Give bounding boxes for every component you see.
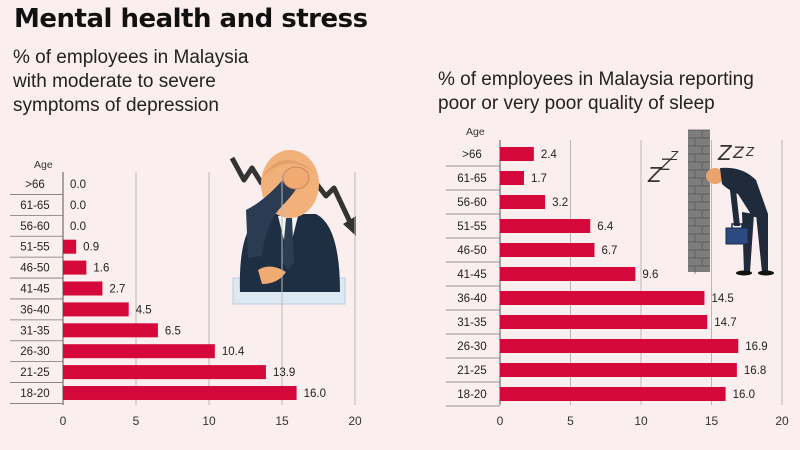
- depression-value-label: 2.7: [109, 284, 125, 296]
- sleep-bar: [500, 291, 705, 305]
- sleep-value-label: 14.7: [714, 317, 736, 329]
- sleep-bar: [500, 267, 636, 281]
- depression-value-label: 1.6: [93, 263, 109, 275]
- stressed-man-illustration: [229, 150, 356, 305]
- depression-x-tick-label: 0: [60, 414, 67, 428]
- sleep-value-label: 3.2: [552, 197, 568, 209]
- depression-bar: [63, 239, 77, 254]
- chart-title-sleep: % of employees in Malaysia reporting poo…: [438, 69, 754, 114]
- sleep-value-label: 16.8: [744, 365, 766, 377]
- sleep-category-label: 41-45: [457, 269, 486, 281]
- svg-text:Z: Z: [659, 155, 672, 174]
- sleep-value-label: 1.7: [531, 173, 547, 185]
- sleep-ylabel: Age: [466, 126, 485, 138]
- svg-text:Z: Z: [717, 141, 733, 165]
- depression-category-label: 61-65: [20, 200, 49, 212]
- depression-value-label: 0.0: [70, 200, 86, 212]
- sleep-x-tick-label: 20: [775, 414, 789, 428]
- depression-category-label: 36-40: [20, 304, 49, 316]
- sleep-x-tick-label: 0: [497, 414, 504, 428]
- depression-bar: [63, 260, 87, 275]
- sleep-bar: [500, 219, 591, 233]
- depression-x-tick-label: 10: [202, 414, 216, 428]
- sleep-bar: [500, 363, 737, 377]
- depression-value-label: 0.9: [83, 242, 99, 254]
- depression-bar: [63, 281, 103, 296]
- sleep-bar: [500, 315, 708, 329]
- chart-depression: 0 5 10 15 20 Age >66 0.0 61-65 0.0 56-60 0.0 51-55 0.…: [10, 159, 362, 428]
- depression-value-label: 0.0: [70, 179, 86, 191]
- svg-text:Z: Z: [732, 143, 745, 162]
- svg-text:Z: Z: [745, 145, 755, 159]
- sleep-category-label: 36-40: [457, 293, 486, 305]
- sleep-bar: [500, 339, 739, 353]
- depression-category-label: 41-45: [20, 284, 49, 296]
- sleep-value-label: 16.9: [745, 341, 767, 353]
- sleep-category-label: 21-25: [457, 365, 486, 377]
- depression-bar: [63, 386, 297, 400]
- sleep-bar: [500, 195, 546, 209]
- depression-value-label: 0.0: [70, 221, 86, 233]
- sleep-category-label: 61-65: [457, 173, 486, 185]
- depression-category-label: 51-55: [20, 242, 49, 254]
- page-title: Mental health and stress: [14, 4, 368, 34]
- sleep-category-label: 56-60: [457, 197, 486, 209]
- depression-bar: [63, 344, 215, 359]
- sleep-category-label: >66: [462, 149, 482, 161]
- sleep-x-tick-label: 5: [567, 414, 574, 428]
- sleep-x-tick-label: 15: [705, 414, 719, 428]
- sleep-x-tick-label: 10: [634, 414, 648, 428]
- depression-bar: [63, 323, 158, 338]
- depression-category-label: 46-50: [20, 263, 49, 275]
- sleep-bar: [500, 243, 595, 257]
- depression-ylabel: Age: [34, 159, 53, 171]
- depression-category-label: 21-25: [20, 367, 49, 379]
- sleep-category-label: 18-20: [457, 389, 486, 401]
- depression-x-tick-label: 5: [133, 414, 140, 428]
- depression-category-label: 26-30: [20, 346, 49, 358]
- sleep-category-label: 31-35: [457, 317, 486, 329]
- sleep-value-label: 14.5: [711, 293, 733, 305]
- depression-x-tick-label: 15: [275, 414, 289, 428]
- depression-category-label: 31-35: [20, 325, 49, 337]
- svg-text:Z: Z: [647, 163, 663, 187]
- chart-sleep: 0 5 10 15 20 Age >66 2.4 61-65 1.7 56-60 3.2 51-55 6.…: [446, 126, 789, 428]
- sleep-category-label: 51-55: [457, 221, 486, 233]
- sleep-value-label: 2.4: [541, 149, 558, 161]
- sleep-bar: [500, 387, 726, 401]
- depression-bar: [63, 365, 266, 380]
- sleep-value-label: 6.4: [597, 221, 614, 233]
- sleep-bar: [500, 171, 524, 185]
- sleep-category-label: 26-30: [457, 341, 486, 353]
- sleepy-man-illustration: Z Z Z Z Z Z: [647, 129, 774, 276]
- depression-category-label: 18-20: [20, 388, 49, 400]
- chart-title-depression: % of employees in Malaysia with moderate…: [13, 47, 249, 116]
- depression-value-label: 13.9: [273, 367, 295, 379]
- depression-category-label: 56-60: [20, 221, 49, 233]
- depression-value-label: 6.5: [165, 325, 181, 337]
- sleep-value-label: 16.0: [733, 389, 755, 401]
- sleep-bar: [500, 147, 534, 161]
- sleep-value-label: 6.7: [601, 245, 617, 257]
- depression-value-label: 16.0: [304, 388, 326, 400]
- depression-value-label: 10.4: [222, 346, 245, 358]
- sleep-value-label: 9.6: [642, 269, 658, 281]
- depression-x-tick-label: 20: [348, 414, 362, 428]
- depression-bar: [63, 302, 129, 317]
- svg-text:Z: Z: [669, 149, 679, 163]
- sleep-category-label: 46-50: [457, 245, 486, 257]
- depression-category-label: >66: [25, 179, 45, 191]
- depression-value-label: 4.5: [136, 304, 152, 316]
